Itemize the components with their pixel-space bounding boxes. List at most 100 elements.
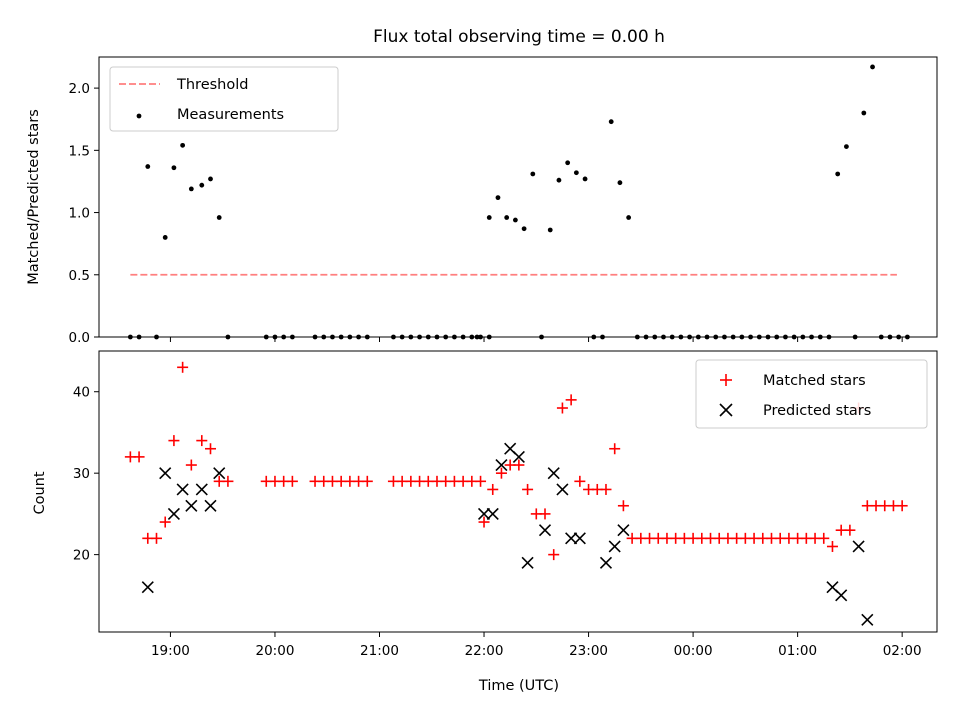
matched-star-point [185,459,197,471]
chart-title: Flux total observing time = 0.00 h [373,27,665,47]
matched-star-point [159,516,171,528]
predicted-star-point [176,483,189,496]
predicted-star-point [495,458,508,472]
x-axis-label: Time (UTC) [478,678,559,694]
predicted-star-point [538,524,552,537]
matched-star-point [478,516,490,528]
top-axes: 0.0 0.5 1.0 1.5 2.0 [69,56,938,346]
matched-star-point [556,402,568,414]
measurement-point [145,164,151,169]
measurement-point [573,170,579,176]
predicted-star-point [573,532,586,545]
matched-star-point [844,524,856,536]
bottom-y-tick-label: 40 [73,385,90,401]
matched-star-point [205,443,217,455]
measurement-point [582,176,588,182]
bottom-y-axis-label: Count [32,471,48,514]
predicted-star-point [565,532,578,545]
top-y-tick-label: 1.5 [69,143,90,159]
predicted-star-point [512,450,525,463]
predicted-star-point [617,524,630,537]
measurement-point [547,227,553,233]
measurement-point [556,177,562,183]
matched-star-point [574,475,586,487]
matched-star-point [539,508,551,520]
measurement-point [216,215,222,220]
measurement-point [512,217,518,223]
predicted-star-point [547,467,560,480]
predicted-star-point [599,556,613,569]
matched-star-point [565,394,577,406]
predicted-star-point [852,540,865,553]
measurement-point [608,119,614,125]
predicted-star-point [159,467,172,480]
matched-star-point [609,443,621,455]
bottom-y-tick-label: 30 [73,466,90,482]
matched-star-point [896,500,908,512]
measurement-point [521,226,527,232]
matched-star-point [361,475,373,487]
measurement-point [835,171,841,177]
measurement-point [870,64,875,70]
measurement-point [188,186,194,192]
measurement-point [565,160,571,166]
predicted-star-point [141,581,154,594]
top-legend-frame [109,66,339,132]
predicted-stars-legend-handle [719,403,733,417]
measurements-legend-handle [136,113,142,119]
measurement-point [180,142,186,148]
predicted-star-point [185,499,198,512]
matched-star-point [522,483,534,495]
matched-star-point [617,500,629,512]
measurement-point [171,165,177,171]
top-y-tick-label: 1.0 [69,206,90,222]
measurement-point [495,195,501,201]
bottom-legend-frame [695,359,928,429]
bottom-x-tick-label: 22:00 [465,643,504,659]
matched-star-point [133,451,145,463]
top-y-tick-label: 2.0 [69,81,90,97]
predicted-star-point [477,507,491,520]
predicted-star-point [556,483,569,496]
predicted-star-point [486,507,499,520]
measurement-point [486,215,492,220]
predicted-star-point [835,589,848,602]
measurement-point [162,235,168,240]
matched-star-point [495,467,507,479]
legend-predicted-label: Predicted stars [763,403,871,419]
top-y-axis-label: Matched/Predicted stars [26,109,42,285]
bottom-axes-frame [98,350,938,633]
matched-star-point [196,435,208,447]
bottom-y-tick-label: 20 [73,548,90,564]
bottom-plot-area [124,361,908,626]
matched-star-point [177,361,189,373]
matched-star-point [475,475,487,487]
measurement-point [504,215,510,220]
predicted-star-point [213,467,226,480]
top-axes-frame [98,56,938,338]
measurement-point [844,144,849,150]
matched-stars-legend-handle [720,374,732,386]
top-y-tick-label: 0.5 [69,268,90,284]
matched-star-point [150,532,162,544]
predicted-star-point [195,483,208,496]
predicted-star-point [167,507,180,520]
bottom-x-tick-label: 02:00 [883,643,922,659]
matched-star-point [487,483,499,495]
predicted-star-point [521,556,534,569]
matched-star-point [548,549,560,561]
legend-measurements-label: Measurements [177,107,284,123]
bottom-x-tick-label: 19:00 [151,643,190,659]
bottom-x-tick-label: 23:00 [569,643,608,659]
legend-threshold-label: Threshold [176,77,248,93]
matched-star-point [818,532,830,544]
measurement-point [626,215,632,220]
matched-star-point [222,475,234,487]
predicted-star-point [608,540,621,553]
legend-matched-label: Matched stars [763,373,866,389]
matched-star-point [286,475,298,487]
top-plot-area [127,64,910,340]
bottom-axes: 20 30 40 19:00 20:00 21:00 22:00 23:00 00:00 01:0… [73,350,938,659]
predicted-star-point [204,499,217,512]
